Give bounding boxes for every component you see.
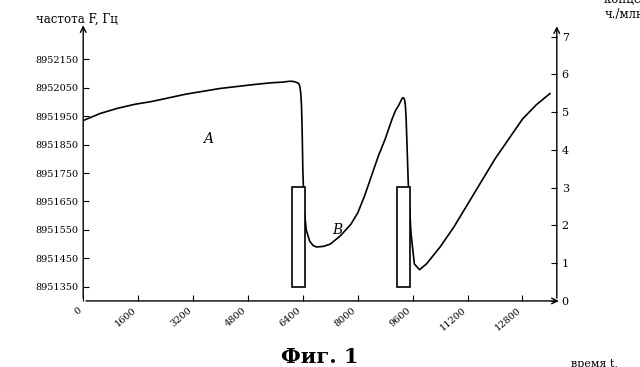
Text: Фиг. 1: Фиг. 1 xyxy=(281,347,359,367)
Text: концентрация С,
ч./млн.: концентрация С, ч./млн. xyxy=(604,0,640,21)
Bar xyxy=(292,187,305,287)
Text: частота F, Гц: частота F, Гц xyxy=(36,13,118,26)
Bar xyxy=(397,187,410,287)
Text: A: A xyxy=(204,132,213,146)
Text: время t,
секунды: время t, секунды xyxy=(571,359,620,367)
Text: B: B xyxy=(332,223,342,237)
